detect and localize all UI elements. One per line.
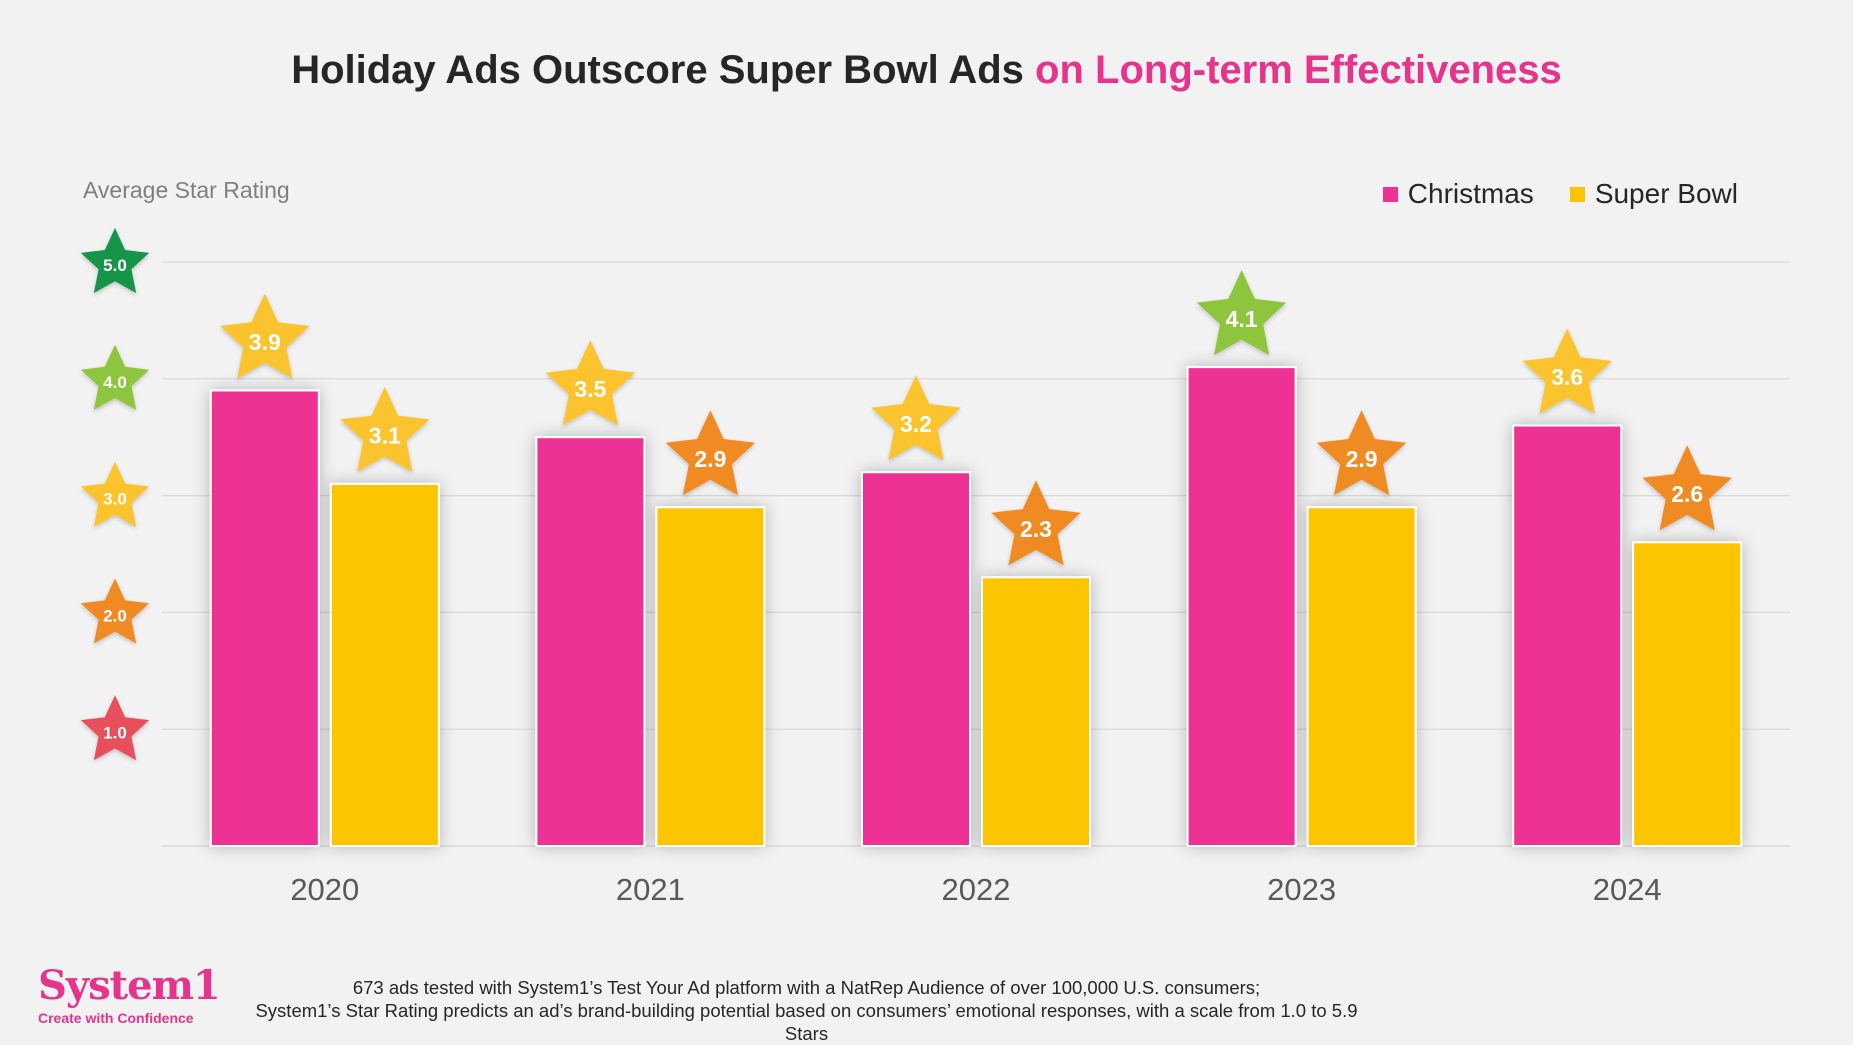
y-tick-star-1.0: 1.0 [80,695,150,761]
data-label-star-super-bowl-2024-shape [1642,445,1732,531]
bar-christmas-2021 [535,436,646,847]
data-label-star-christmas-2023-label: 4.1 [1226,306,1258,332]
bar-super-bowl-2024 [1632,541,1743,847]
data-label-star-christmas-2020: 3.9 [220,293,310,379]
data-label-star-christmas-2023: 4.1 [1196,270,1287,356]
x-axis: 2020 2021 2022 2023 2024 [290,872,1661,907]
data-label-star-super-bowl-2022-label: 2.3 [1020,516,1052,542]
footnote-line-2: System1’s Star Rating predicts an ad’s b… [255,1000,1358,1044]
data-label-star-super-bowl-2024: 2.6 [1642,445,1732,531]
data-label-star-christmas-2022: 3.2 [871,375,961,461]
y-tick-star-1.0-label: 1.0 [103,723,127,742]
title-main: Holiday Ads Outscore Super Bowl Ads [291,48,1036,92]
y-axis-stars: 1.0 2.0 3.0 4.0 5.0 [80,228,150,761]
y-tick-star-2.0: 2.0 [80,578,150,644]
bar-christmas-2024 [1512,424,1623,847]
bar-christmas-2022 [861,471,971,847]
data-label-star-christmas-2021-shape [545,340,636,426]
bar-christmas-2020 [209,389,320,847]
data-label-star-christmas-2024: 3.6 [1522,328,1612,414]
x-tick-2020: 2020 [290,872,359,907]
x-tick-2024: 2024 [1593,872,1662,907]
data-label-star-super-bowl-2022-shape [991,480,1081,566]
title-highlight: on Long-term Effectiveness [1035,48,1562,92]
data-label-star-super-bowl-2020: 3.1 [340,386,430,472]
data-label-star-christmas-2024-shape [1522,328,1612,414]
data-label-star-christmas-2021: 3.5 [545,340,636,426]
data-label-star-super-bowl-2022: 2.3 [991,480,1081,566]
y-tick-star-3.0-shape [80,461,150,527]
y-tick-star-2.0-shape [80,578,150,644]
data-label-star-christmas-2021-label: 3.5 [574,376,606,402]
legend-swatch-christmas [1382,186,1398,202]
legend-label-super-bowl: Super Bowl [1594,178,1738,209]
data-label-star-super-bowl-2023: 2.9 [1316,410,1407,496]
legend-swatch-super-bowl [1569,186,1585,202]
y-tick-star-4.0: 4.0 [80,344,150,410]
y-tick-star-3.0: 3.0 [80,461,150,527]
bar-christmas-2023 [1186,366,1297,847]
bar-super-bowl-2020 [329,482,440,847]
y-tick-star-2.0-label: 2.0 [103,607,127,626]
legend: Christmas Super Bowl [1382,178,1738,210]
y-tick-star-5.0: 5.0 [80,228,150,294]
x-tick-2023: 2023 [1267,872,1336,907]
bar-super-bowl-2022 [981,576,1091,847]
data-label-star-christmas-2022-shape [871,375,961,461]
data-label-star-super-bowl-2021: 2.9 [665,410,756,496]
footnote: 673 ads tested with System1’s Test Your … [240,976,1373,1045]
data-label-star-christmas-2023-shape [1196,270,1287,356]
data-label-star-super-bowl-2021-shape [665,410,756,496]
system1-logo: System1 Create with Confidence [38,962,221,1027]
y-tick-star-4.0-label: 4.0 [103,373,127,392]
y-tick-star-4.0-shape [80,344,150,410]
y-tick-star-5.0-label: 5.0 [103,256,127,275]
data-label-star-super-bowl-2023-label: 2.9 [1346,446,1378,472]
bars: 3.9 3.1 3.5 2.9 3.2 2.3 4.1 2.9 3.6 2.6 [209,270,1743,847]
data-label-star-christmas-2020-shape [220,293,310,379]
logo-brand: System1 [38,962,221,1009]
legend-label-christmas: Christmas [1407,178,1534,209]
x-tick-2022: 2022 [942,872,1011,907]
data-label-star-christmas-2020-label: 3.9 [249,329,281,355]
y-tick-star-3.0-label: 3.0 [103,490,127,509]
y-tick-star-1.0-shape [80,695,150,761]
data-label-star-super-bowl-2024-label: 2.6 [1671,481,1703,507]
data-label-star-super-bowl-2021-label: 2.9 [694,446,726,472]
bar-super-bowl-2023 [1306,506,1417,847]
data-label-star-christmas-2024-label: 3.6 [1551,364,1583,390]
logo-tagline: Create with Confidence [38,1010,194,1026]
data-label-star-super-bowl-2020-label: 3.1 [369,423,401,449]
x-tick-2021: 2021 [616,872,685,907]
legend-item-christmas: Christmas [1382,178,1534,210]
bar-super-bowl-2021 [655,506,766,847]
y-tick-star-5.0-shape [80,228,150,294]
legend-item-super-bowl: Super Bowl [1569,178,1738,210]
footnote-line-1: 673 ads tested with System1’s Test Your … [352,977,1261,998]
data-label-star-super-bowl-2020-shape [340,386,430,472]
chart-title: Holiday Ads Outscore Super Bowl Ads on L… [0,48,1853,93]
data-label-star-christmas-2022-label: 3.2 [900,411,932,437]
y-axis-label: Average Star Rating [83,177,290,203]
data-label-star-super-bowl-2023-shape [1316,410,1407,496]
